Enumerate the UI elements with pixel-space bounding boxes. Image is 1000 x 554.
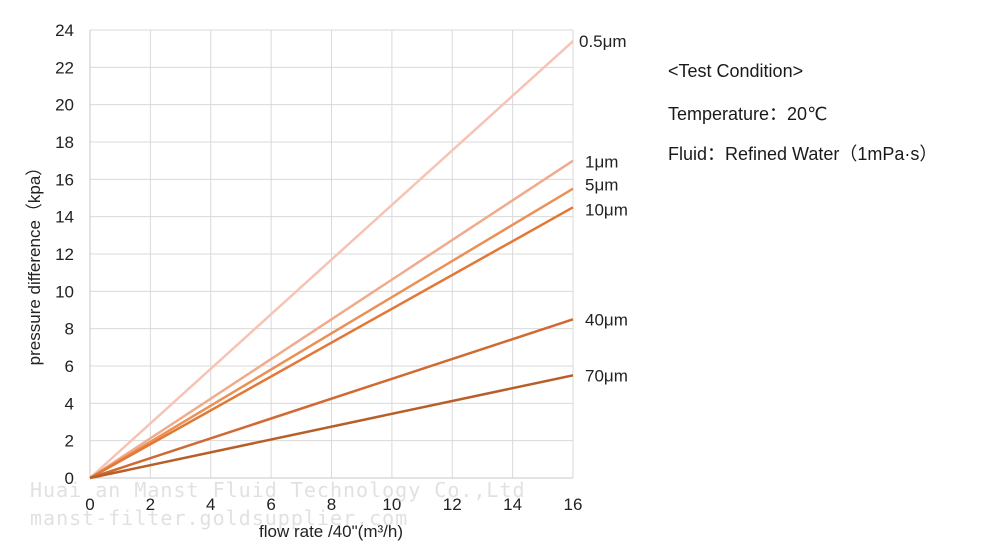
y-tick-label: 6 — [65, 357, 74, 376]
x-tick-label: 0 — [85, 495, 94, 514]
y-tick-label: 18 — [55, 133, 74, 152]
series-line — [89, 159, 574, 480]
x-tick-label: 10 — [382, 495, 401, 514]
y-axis-label: pressure difference（kpa） — [25, 159, 44, 366]
y-tick-label: 24 — [55, 21, 74, 40]
y-tick-label: 8 — [65, 320, 74, 339]
series-label: 70μm — [585, 366, 628, 385]
x-tick-label: 14 — [503, 495, 522, 514]
watermark-company: Huai an Manst Fluid Technology Co.,Ltd — [30, 478, 526, 502]
chart-grid — [90, 29, 574, 478]
x-tick-label: 6 — [266, 495, 275, 514]
x-tick-label: 8 — [327, 495, 336, 514]
series-label: 10μm — [585, 200, 628, 219]
series-line — [89, 187, 574, 480]
series-label: 40μm — [585, 310, 628, 329]
y-tick-label: 2 — [65, 432, 74, 451]
x-tick-label: 12 — [443, 495, 462, 514]
y-tick-label: 14 — [55, 208, 74, 227]
x-tick-labels: 0 2 4 6 8 10 12 14 16 — [85, 495, 582, 514]
series-label: 1μm — [585, 153, 618, 172]
y-tick-label: 22 — [55, 58, 74, 77]
x-tick-label: 16 — [564, 495, 583, 514]
test-condition-fluid: Fluid：Refined Water（1mPa·s） — [668, 144, 938, 164]
test-condition-temperature: Temperature：20℃ — [668, 104, 828, 124]
x-tick-label: 4 — [206, 495, 215, 514]
x-axis-label: flow rate /40"(m³/h) — [259, 522, 403, 541]
series-label: 5μm — [585, 176, 618, 195]
y-tick-label: 4 — [65, 394, 74, 413]
series-line — [89, 40, 574, 479]
y-tick-label: 20 — [55, 96, 74, 115]
x-tick-label: 2 — [146, 495, 155, 514]
series-line — [89, 318, 574, 480]
y-tick-label: 16 — [55, 170, 74, 189]
series-label: 0.5μm — [579, 32, 627, 51]
test-condition-heading: <Test Condition> — [668, 61, 804, 81]
series-lines — [89, 40, 574, 480]
series-labels: 0.5μm 1μm 5μm 10μm 40μm 70μm — [579, 32, 628, 385]
series-line — [89, 206, 574, 480]
watermark-url: manst-filter.goldsupplier.com — [30, 506, 409, 530]
y-tick-label: 12 — [55, 245, 74, 264]
chart-axes — [89, 30, 573, 479]
series-line — [89, 374, 574, 480]
y-tick-label: 0 — [65, 469, 74, 488]
y-tick-label: 10 — [55, 282, 74, 301]
